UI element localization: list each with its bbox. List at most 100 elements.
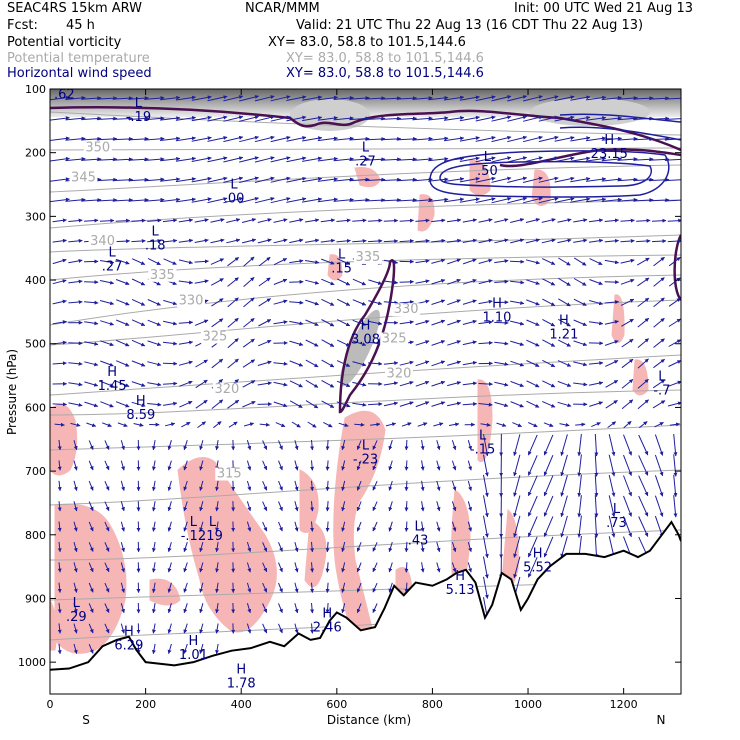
wind-vector [513, 495, 521, 518]
wind-vector [199, 460, 204, 471]
wind-vector [607, 421, 617, 429]
wind-vector [420, 480, 425, 492]
wind-vector [183, 603, 188, 614]
wind-vector [668, 318, 681, 327]
wind-vector [388, 480, 393, 491]
wind-vector [510, 380, 524, 387]
wind-vector [305, 359, 319, 368]
wind-vector [558, 277, 571, 287]
wind-vector [368, 239, 383, 244]
theta-label-bg [380, 332, 409, 346]
wind-vector [336, 218, 351, 223]
wind-vector [183, 440, 188, 451]
wind-vector [604, 218, 619, 223]
wind-vector [494, 320, 509, 325]
wind-vector [388, 562, 393, 573]
wind-vector [310, 521, 315, 532]
wind-vector [68, 218, 83, 223]
wind-vector [436, 521, 441, 532]
wind-vector [380, 157, 402, 162]
wind-vector [370, 422, 381, 427]
wind-vector [278, 542, 283, 552]
wind-vector [538, 176, 559, 183]
wind-vector [317, 177, 338, 182]
wind-vector [333, 136, 354, 141]
wind-vector [294, 501, 299, 512]
wind-vector [104, 623, 110, 634]
wind-vector [604, 259, 619, 265]
wind-vector [215, 541, 220, 553]
wind-vector [467, 501, 473, 512]
wind-vector [451, 440, 457, 451]
pv-extremum-mark: L [135, 96, 143, 111]
wind-vector [673, 454, 678, 477]
wind-vector [385, 422, 397, 427]
wind-vector [513, 556, 521, 579]
wind-vector [399, 218, 414, 223]
wind-vector [638, 421, 648, 429]
wind-vector [589, 258, 603, 266]
wind-vector [372, 562, 378, 573]
wind-vector [88, 582, 94, 593]
wind-vector [510, 320, 525, 326]
wind-vector [270, 176, 291, 183]
wind-vector [88, 521, 94, 532]
x-axis: 0 200 400 600 800 1000 1200 [47, 89, 638, 711]
wind-vector [352, 319, 367, 326]
wind-vector [147, 238, 162, 243]
wind-vector [608, 515, 616, 538]
wind-vector [207, 135, 228, 142]
wind-vector [526, 380, 540, 388]
wind-vector [191, 95, 212, 101]
wind-vector [207, 176, 228, 183]
wind-vector [577, 454, 582, 477]
wind-vector [96, 157, 118, 162]
wind-vector [396, 136, 417, 141]
wind-vector [178, 259, 193, 265]
wind-vector [310, 501, 315, 512]
wind-vector [278, 440, 283, 450]
theta-labels: 350 345 340 335 330 325 320 315 335 330 325 320 [69, 140, 421, 481]
wind-vector [65, 197, 86, 202]
wind-vector [420, 521, 425, 532]
x-axis-label: Distance (km) [327, 713, 411, 727]
wind-vector [226, 238, 241, 244]
wind-vector [273, 218, 288, 223]
wind-vector [652, 400, 666, 409]
wind-vector [341, 541, 346, 553]
wind-vector [431, 380, 446, 387]
theta-label: 325 [382, 331, 407, 346]
wind-vector [415, 259, 430, 264]
wind-vector [560, 454, 568, 477]
wind-vector [383, 361, 399, 366]
wind-vector [254, 95, 275, 102]
wind-vector [167, 440, 172, 451]
wind-vector [84, 218, 99, 223]
wind-vector [527, 516, 538, 537]
wind-vector [420, 501, 425, 512]
wind-vector [286, 197, 307, 203]
wind-vector [131, 381, 146, 387]
wind-vector [623, 454, 632, 476]
theta-label: 335 [150, 268, 175, 283]
wind-vector [302, 156, 323, 162]
wind-vector [664, 118, 681, 120]
theta-label-bg [212, 382, 241, 396]
y-tick-label: 200 [25, 147, 46, 160]
wind-vector [321, 258, 335, 265]
wind-vector [175, 197, 196, 203]
wind-vector [633, 198, 654, 203]
pv-extremum-value: .43 [408, 533, 429, 548]
wind-vector [585, 136, 607, 142]
organization: NCAR/MMM [245, 1, 320, 16]
wind-vector [372, 480, 378, 491]
wind-vector [494, 341, 509, 346]
wind-vector [446, 401, 462, 407]
wind-vector [507, 176, 528, 183]
wind-vector [151, 603, 156, 614]
wind-vector [160, 197, 181, 203]
wind-vector [112, 116, 133, 121]
wind-vector [286, 156, 307, 163]
wind-vector [246, 562, 252, 573]
wind-vector [246, 501, 252, 512]
